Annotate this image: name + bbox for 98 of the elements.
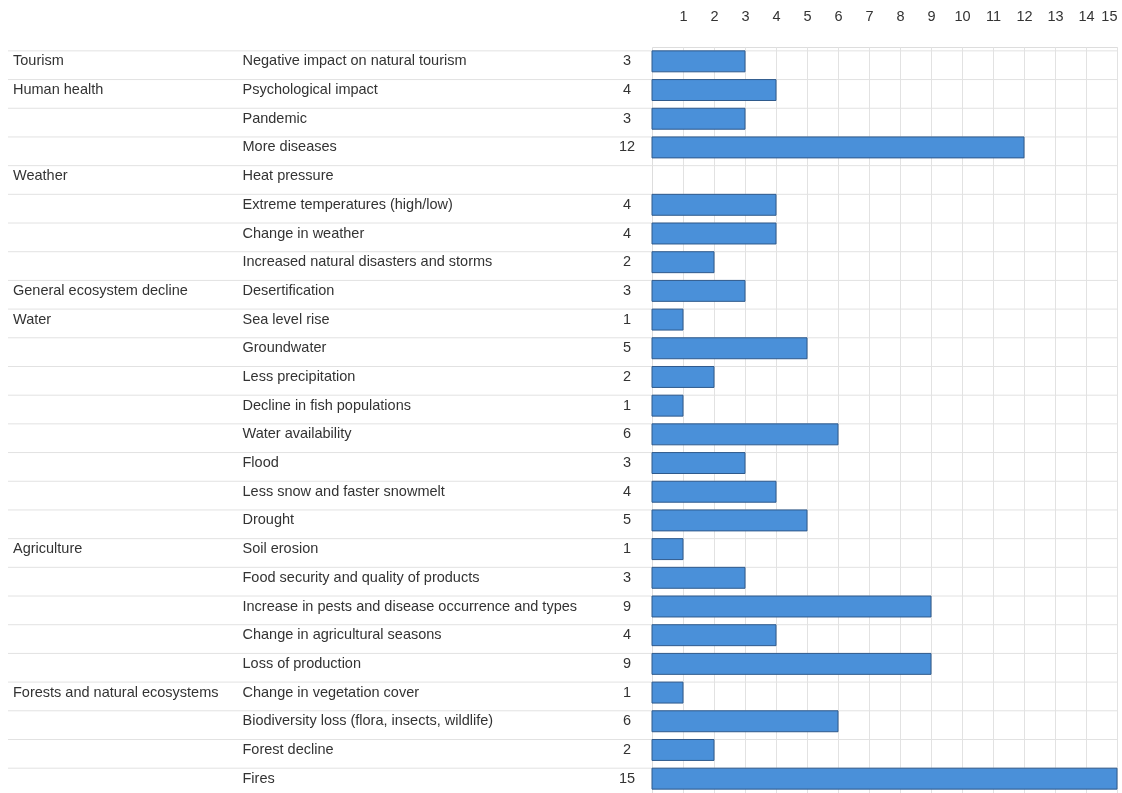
bar [651,452,746,475]
bar [651,251,715,274]
bar [651,423,839,446]
x-tick-label: 8 [896,7,905,24]
bar [651,308,684,331]
bar [651,738,715,761]
y-tick-label: Water availability [242,425,353,442]
bar [651,79,777,102]
data-label: 4 [622,626,632,643]
x-tick-label: 15 [1101,7,1118,24]
y-tick-label: Decline in fish populations [242,396,411,413]
x-tick-label: 7 [865,7,874,24]
data-label: 1 [622,540,632,557]
data-label: 2 [622,253,632,270]
bar [651,193,777,216]
text: Tourism [13,52,64,69]
bar [651,107,746,130]
bar [651,681,684,704]
data-label: 15 [618,769,636,786]
y-tick-label: Change in agricultural seasons [242,626,442,643]
text: General ecosystem decline [13,281,188,298]
data-label: 3 [622,52,632,69]
bar [651,566,746,589]
x-tick-label: 12 [1016,7,1033,24]
x-tick-label: 3 [741,7,750,24]
bar [651,222,777,245]
y-tick-label: Drought [242,511,295,528]
x-tick-label: 4 [772,7,781,24]
data-label: 4 [622,195,632,212]
y-tick-label: Increased natural disasters and storms [242,253,493,270]
y-tick-label: Sea level rise [242,310,330,327]
y-tick-label: Loss of production [242,654,361,671]
data-label: 4 [622,224,632,241]
data-label: 4 [622,81,632,98]
y-tick-label: Increase in pests and disease occurrence and types [242,597,578,614]
data-label: 3 [622,568,632,585]
data-label: 9 [622,597,632,614]
data-label: 3 [622,109,632,126]
data-label: 3 [622,454,632,471]
x-tick-label: 5 [803,7,812,24]
data-label: 9 [622,654,632,671]
y-tick-label: Less precipitation [242,367,356,384]
bar [651,595,932,618]
y-tick-label: Biodiversity loss (flora, insects, wildlife) [242,712,494,729]
x-tick-label: 9 [927,7,936,24]
text: Weather [13,167,68,184]
y-tick-label: Extreme temperatures (high/low) [242,195,453,212]
x-tick-label: 2 [710,7,719,24]
data-label: 1 [622,683,632,700]
y-tick-label: Change in weather [242,224,365,241]
data-label: 1 [622,310,632,327]
bar [651,538,684,561]
y-tick-label: Psychological impact [242,81,378,98]
data-label: 6 [622,425,632,442]
y-tick-label: Soil erosion [242,540,319,557]
x-tick-label: 10 [954,7,971,24]
y-tick-label: Groundwater [242,339,327,356]
bar [651,394,684,417]
bar [651,767,1118,790]
bar [651,624,777,647]
bar [651,337,808,360]
x-tick-label: 14 [1078,7,1095,24]
y-tick-label: Flood [242,454,279,471]
y-tick-label: Less snow and faster snowmelt [242,482,445,499]
text: Human health [13,81,104,98]
data-label: 5 [622,511,632,528]
y-tick-label: Food security and quality of products [242,568,480,585]
bar [651,50,746,73]
text: Forests and natural ecosystems [13,683,219,700]
data-label: 5 [622,339,632,356]
bar [651,365,715,388]
text: Water [13,310,52,327]
bar [651,710,839,733]
y-tick-label: More diseases [242,138,337,155]
y-tick-label: Pandemic [242,109,307,126]
data-label: 2 [622,740,632,757]
y-tick-label: Heat pressure [242,167,334,184]
y-tick-label: Desertification [242,281,335,298]
x-tick-label: 11 [985,7,1002,24]
data-label: 4 [622,482,632,499]
text: Agriculture [13,540,83,557]
x-tick-label: 6 [834,7,843,24]
data-label: 6 [622,712,632,729]
x-tick-label: 1 [679,7,688,24]
x-tick-label: 13 [1047,7,1064,24]
y-tick-label: Forest decline [242,740,334,757]
data-label: 1 [622,396,632,413]
y-tick-label: Fires [242,769,275,786]
bar [651,136,1025,159]
bar [651,279,746,302]
y-tick-label: Change in vegetation cover [242,683,420,700]
bar [651,480,777,503]
y-tick-label: Negative impact on natural tourism [242,52,467,69]
data-label: 12 [618,138,636,155]
bar [651,509,808,532]
bar [651,652,932,675]
data-label: 2 [622,367,632,384]
data-label: 3 [622,281,632,298]
